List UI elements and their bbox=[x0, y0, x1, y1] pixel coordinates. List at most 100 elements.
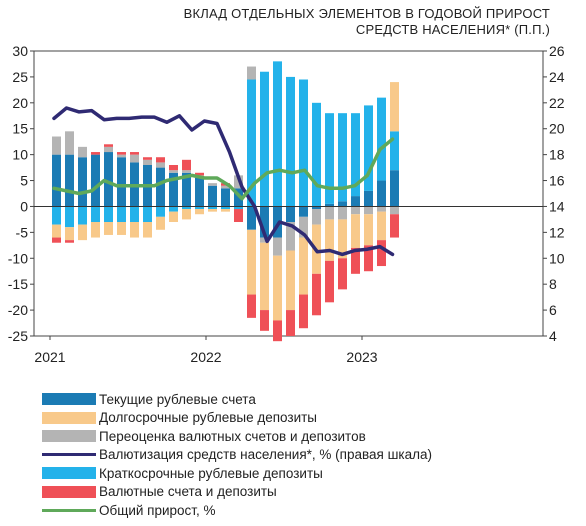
bar-segment-current_rub bbox=[312, 206, 321, 210]
legend-item-long_rub: Долгосрочные рублевые депозиты bbox=[42, 409, 432, 428]
bar-segment-fx bbox=[104, 144, 113, 147]
bar-segment-fx bbox=[169, 165, 178, 171]
bar-segment-current_rub bbox=[377, 180, 386, 207]
bar-segment-fx bbox=[312, 273, 321, 316]
y-left-tick-label: 20 bbox=[12, 95, 28, 111]
bar-segment-short_rub bbox=[377, 97, 386, 181]
bar-segment-fx bbox=[52, 237, 61, 243]
line-total bbox=[52, 137, 395, 201]
bar-segment-current_rub bbox=[286, 206, 295, 222]
y-right-tick-label: 16 bbox=[549, 173, 565, 189]
bar-segment-short_rub bbox=[286, 76, 295, 207]
bar-segment-long_rub bbox=[221, 209, 230, 212]
bar-segment-revaluation bbox=[299, 216, 308, 238]
y-right-tick-label: 26 bbox=[549, 43, 565, 59]
bar-segment-long_rub bbox=[338, 219, 347, 259]
bar-segment-revaluation bbox=[65, 131, 74, 155]
bar-segment-current_rub bbox=[273, 206, 282, 238]
bar-segment-revaluation bbox=[221, 185, 230, 189]
legend-item-current_rub: Текущие рублевые счета bbox=[42, 390, 432, 409]
line-dollarization bbox=[52, 106, 395, 257]
bar-segment-current_rub bbox=[351, 196, 360, 207]
bar-segment-current_rub bbox=[104, 152, 113, 207]
bar-segment-short_rub bbox=[156, 206, 165, 217]
bar-segment-short_rub bbox=[312, 102, 321, 207]
y-right-tick-label: 8 bbox=[549, 276, 557, 292]
y-left-tick-label: -15 bbox=[8, 276, 28, 292]
bar-segment-current_rub bbox=[208, 185, 217, 207]
bar-segment-fx bbox=[117, 152, 126, 155]
y-left-tick-label: 25 bbox=[12, 69, 28, 85]
y-left-tick-label: 10 bbox=[12, 147, 28, 163]
bar-segment-long_rub bbox=[260, 242, 269, 311]
bar-segment-revaluation bbox=[104, 146, 113, 153]
y-left-tick-label: -10 bbox=[8, 250, 28, 266]
bar-segment-current_rub bbox=[364, 190, 373, 207]
bar-segment-short_rub bbox=[130, 206, 139, 222]
bar-segment-short_rub bbox=[299, 79, 308, 207]
y-right-tick-label: 6 bbox=[549, 302, 557, 318]
bar-segment-fx bbox=[338, 258, 347, 290]
bar-segment-current_rub bbox=[52, 154, 61, 207]
x-tick-label: 2022 bbox=[190, 349, 221, 365]
bar-segment-fx bbox=[247, 294, 256, 318]
bar-segment-fx bbox=[143, 157, 152, 160]
bar-segment-current_rub bbox=[78, 157, 87, 207]
bar-segment-long_rub bbox=[273, 255, 282, 321]
bar-segment-revaluation bbox=[286, 222, 295, 251]
bar-segment-fx bbox=[351, 247, 360, 274]
bar-segment-short_rub bbox=[104, 206, 113, 222]
bar-segment-revaluation bbox=[247, 66, 256, 80]
bar-segment-short_rub bbox=[221, 206, 230, 210]
y-right-tick-label: 24 bbox=[549, 69, 565, 85]
bar-segment-revaluation bbox=[364, 206, 373, 215]
bar-segment-revaluation bbox=[260, 237, 269, 243]
bar-segment-current_rub bbox=[325, 203, 334, 207]
bar-segment-revaluation bbox=[182, 170, 191, 173]
y-right-tick-label: 20 bbox=[549, 121, 565, 137]
bar-segment-long_rub bbox=[286, 250, 295, 311]
bar-segment-short_rub bbox=[260, 71, 269, 207]
bar-segment-long_rub bbox=[117, 222, 126, 235]
bar-segment-current_rub bbox=[169, 172, 178, 207]
bar-segment-short_rub bbox=[234, 206, 243, 210]
bar-segment-short_rub bbox=[143, 206, 152, 222]
bar-segment-short_rub bbox=[208, 206, 217, 210]
bar-segment-current_rub bbox=[390, 170, 399, 207]
legend-swatch-long_rub bbox=[42, 411, 96, 424]
bar-segment-fx bbox=[65, 240, 74, 243]
bar-segment-long_rub bbox=[377, 211, 386, 241]
chart-title-line-2: СРЕДСТВ НАСЕЛЕНИЯ* (П.П.) bbox=[355, 22, 550, 37]
bar-segment-current_rub bbox=[299, 206, 308, 217]
bar-segment-revaluation bbox=[273, 237, 282, 256]
bar-segment-short_rub bbox=[195, 206, 204, 210]
chart-title-line-1: ВКЛАД ОТДЕЛЬНЫХ ЭЛЕМЕНТОВ В ГОДОВОЙ ПРИР… bbox=[183, 6, 550, 21]
bar-segment-current_rub bbox=[65, 154, 74, 207]
y-left-tick-label: 30 bbox=[12, 43, 28, 59]
legend-item-short_rub: Краткосрочные рублевые депозиты bbox=[42, 464, 432, 483]
bar-segment-short_rub bbox=[364, 105, 373, 191]
bar-segment-long_rub bbox=[182, 209, 191, 220]
bar-segment-long_rub bbox=[143, 222, 152, 238]
bar-segment-current_rub bbox=[195, 177, 204, 207]
y-left-tick-label: -5 bbox=[16, 224, 29, 240]
legend-label: Валютизация средств населения*, % (права… bbox=[99, 447, 432, 463]
bar-segment-long_rub bbox=[104, 222, 113, 235]
legend-item-fx: Валютные счета и депозиты bbox=[42, 483, 432, 502]
legend-label: Текущие рублевые счета bbox=[99, 391, 256, 407]
bar-segment-fx bbox=[299, 294, 308, 329]
bar-segment-revaluation bbox=[351, 206, 360, 215]
bar-segment-short_rub bbox=[182, 206, 191, 210]
x-tick-label: 2023 bbox=[346, 349, 377, 365]
bar-segment-long_rub bbox=[195, 209, 204, 215]
bar-segment-long_rub bbox=[78, 224, 87, 241]
legend-swatch-current_rub bbox=[42, 393, 96, 406]
bar-segment-short_rub bbox=[273, 61, 282, 207]
legend-swatch-revaluation bbox=[42, 430, 96, 443]
y-right-tick-label: 18 bbox=[549, 147, 565, 163]
bar-segment-revaluation bbox=[390, 206, 399, 215]
bar-segment-current_rub bbox=[221, 188, 230, 207]
bar-segment-long_rub bbox=[208, 209, 217, 212]
bar-segment-current_rub bbox=[156, 167, 165, 207]
legend-item-revaluation: Переоценка валютных счетов и депозитов bbox=[42, 427, 432, 446]
